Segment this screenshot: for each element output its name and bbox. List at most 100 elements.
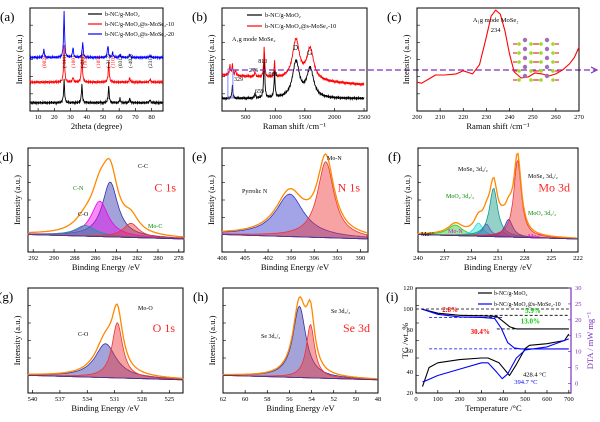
- annotation: 234: [491, 27, 502, 34]
- x-tick-label: 240: [413, 255, 423, 262]
- element-label: O 1s: [153, 321, 176, 335]
- x-tick-label: 534: [82, 396, 93, 403]
- x-tick-label: 400: [498, 396, 508, 403]
- y-axis-label: Intensity (a.u.): [12, 175, 22, 225]
- panel-label: (f): [388, 149, 401, 164]
- series-line-0: [221, 52, 365, 102]
- element-label: C 1s: [154, 181, 176, 195]
- series-line: [416, 9, 580, 84]
- x-tick-label: 260: [551, 114, 561, 121]
- x-tick-label: 280: [153, 255, 163, 262]
- envelope-fit: [223, 296, 377, 380]
- y2-tick-label: 25: [575, 301, 582, 308]
- x-tick-label: 399: [286, 255, 296, 262]
- y2-tick-label: 15: [575, 333, 582, 340]
- annotation: 276: [249, 68, 258, 74]
- x-tick-label: 288: [70, 255, 80, 262]
- se-atom: [517, 69, 521, 73]
- y-axis-label: Intensity (a.u.): [207, 315, 217, 365]
- x-tick-label: 0: [414, 396, 417, 403]
- x-tick-label: 54: [308, 396, 315, 403]
- x-tick-label: 60: [116, 114, 123, 121]
- x-tick-label: 80: [148, 114, 155, 121]
- annotation: 813: [258, 59, 267, 65]
- y2-tick-label: 20: [575, 317, 582, 324]
- peak-annotation: MoO₂ 3d₅/₂: [528, 211, 556, 217]
- mo-atom: [544, 37, 550, 43]
- series-line-3: [422, 338, 569, 383]
- se-atom: [539, 42, 543, 46]
- x-tick-label: 282: [132, 255, 142, 262]
- se-atom: [551, 51, 555, 55]
- panel-label: (e): [192, 149, 206, 164]
- peak-annotation: Se 3d₃/₂: [331, 309, 350, 315]
- annotation: 394.7 °C: [514, 379, 537, 386]
- series-line-1: [29, 45, 164, 86]
- mo-atom: [522, 64, 528, 70]
- se-atom: [529, 69, 533, 73]
- y-tick-label: 60: [407, 348, 414, 355]
- x-tick-label: 408: [217, 255, 227, 262]
- x-tick-label: 284: [112, 255, 123, 262]
- highlight-box: [227, 68, 234, 99]
- x-axis-label: Binding Energy /eV: [72, 262, 141, 272]
- x-tick-label: 405: [240, 255, 250, 262]
- x-tick-label: 56: [286, 396, 293, 403]
- series-line-0: [29, 78, 164, 106]
- se-atom: [539, 78, 543, 82]
- x-tick-label: 100: [433, 396, 443, 403]
- panel-label: (h): [193, 289, 208, 304]
- panel-g: (g) 540 537 534 531 528 525 Binding Energy /eV I…: [0, 287, 184, 413]
- legend-label: b-NC/g-MoO₂: [105, 12, 140, 18]
- peak-label: (103): [81, 56, 88, 68]
- series-line-2: [421, 333, 570, 387]
- annotation: 13.0%: [521, 318, 540, 326]
- baseline: [221, 234, 369, 240]
- panel-c: (c) 200 210 220 230 240 250 260 270 Raman shift /…: [387, 7, 584, 131]
- x-tick-label: 300: [477, 396, 487, 403]
- x-tick-label: 270: [574, 114, 584, 121]
- x-tick-label: 525: [164, 396, 174, 403]
- peak-annotation: Mo-C: [148, 224, 162, 230]
- envelope-fit: [222, 153, 367, 234]
- x-tick-label: 1000: [269, 114, 282, 121]
- x-tick-label: 50: [353, 396, 360, 403]
- y-tick-label: 80: [407, 327, 414, 334]
- x-axis-label: Binding Energy /eV: [266, 403, 335, 413]
- annotation: A₁g mode MoSe₂: [473, 17, 519, 24]
- x-axis-label: Binding Energy /eV: [464, 262, 533, 272]
- annotation: 659: [255, 89, 264, 95]
- y-axis-label: TG /wt. %: [400, 323, 410, 359]
- peak-annotation: C-N: [73, 186, 84, 192]
- annotation: D: [293, 44, 298, 52]
- y-axis-label: Intensity (a.u.): [14, 34, 24, 84]
- peak-annotation: Mo-N: [448, 229, 463, 235]
- peak-annotation: Mo⁶⁺: [421, 231, 435, 238]
- se-atom: [529, 42, 533, 46]
- x-tick-label: 700: [564, 396, 574, 403]
- panel-h: (h) 62 60 58 56 54 52 50 48 Binding Energy /eV Int…: [193, 287, 381, 413]
- x-tick-label: 600: [542, 396, 552, 403]
- x-tick-label: 210: [435, 114, 445, 121]
- x-tick-label: 228: [520, 255, 530, 262]
- peak-annotation: Mo-O: [138, 306, 153, 312]
- envelope-fit: [28, 157, 185, 238]
- mo-atom: [522, 46, 528, 52]
- x-tick-label: 60: [242, 396, 249, 403]
- se-atom: [517, 42, 521, 46]
- x-tick-label: 402: [263, 255, 273, 262]
- se-atom: [529, 78, 533, 82]
- annotation: 30.4%: [471, 328, 490, 336]
- annotation: 428.4 °C: [523, 371, 546, 378]
- series-line-2: [29, 10, 164, 61]
- panel-label: (a): [0, 9, 14, 24]
- se-atom: [517, 78, 521, 82]
- x-tick-label: 528: [137, 396, 147, 403]
- panel-f: (f) 240 237 234 231 228 225 222 Binding Energy /…: [388, 147, 583, 272]
- peak-label: (231): [147, 56, 154, 68]
- annotation: 2.8%: [442, 306, 458, 314]
- panel-label: (c): [387, 9, 401, 24]
- peak-annotation: C-C: [138, 164, 148, 170]
- series-line-1: [421, 308, 569, 350]
- panel-a: (a) 10 20 30 40 50 60 70 80 2theta (degree) Intens…: [0, 7, 174, 131]
